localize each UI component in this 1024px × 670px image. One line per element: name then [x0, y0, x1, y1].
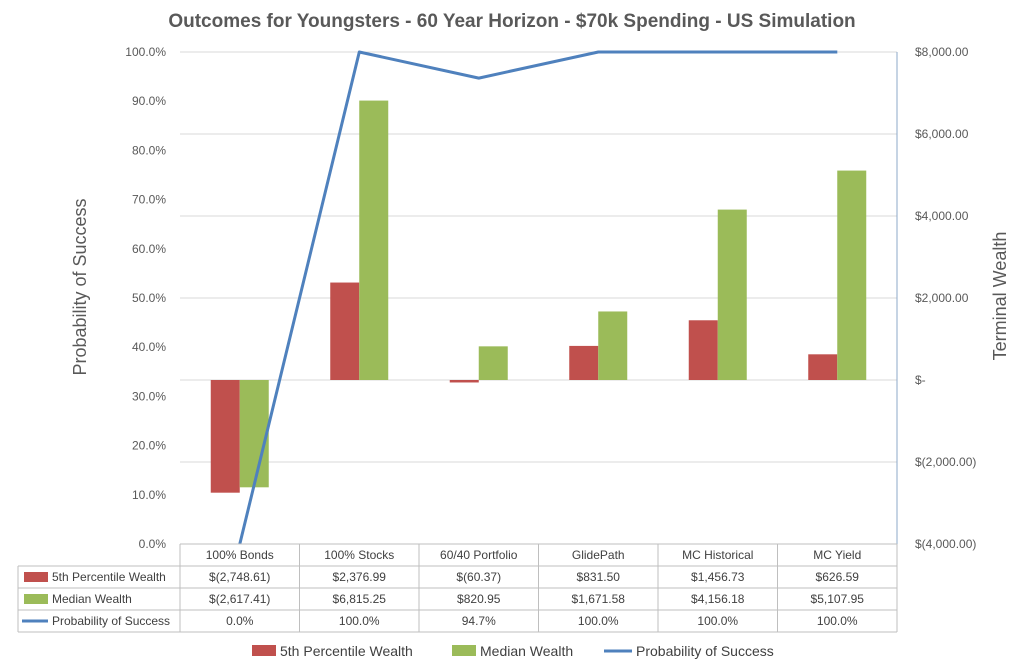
line-series	[238, 50, 838, 545]
table-value: 100.0%	[697, 614, 738, 628]
y2-axis-title: Terminal Wealth	[990, 232, 1010, 361]
y-tick-label: 40.0%	[132, 340, 166, 354]
category-label: 100% Stocks	[324, 548, 394, 562]
success-line	[238, 50, 838, 545]
category-label: 60/40 Portfolio	[440, 548, 518, 562]
y-tick-label: 20.0%	[132, 439, 166, 453]
table-value: $626.59	[816, 570, 860, 584]
y2-tick-label: $6,000.00	[915, 127, 969, 141]
y-tick-label: 0.0%	[139, 537, 167, 551]
gridlines	[180, 51, 897, 545]
bar	[239, 380, 269, 488]
y-tick-label: 70.0%	[132, 193, 166, 207]
y2-tick-label: $(2,000.00)	[915, 455, 976, 469]
bar	[808, 354, 838, 380]
table-value: $4,156.18	[691, 592, 745, 606]
table-value: $2,376.99	[333, 570, 387, 584]
table-value: $1,456.73	[691, 570, 745, 584]
bar	[210, 380, 240, 493]
bar	[330, 282, 360, 380]
bar	[569, 345, 599, 380]
table-value: $6,815.25	[333, 592, 387, 606]
category-label: MC Yield	[813, 548, 861, 562]
legend-swatch	[252, 645, 276, 656]
legend-swatch	[452, 645, 476, 656]
table-value: 94.7%	[462, 614, 496, 628]
category-label: GlidePath	[572, 548, 625, 562]
table-value: 100.0%	[817, 614, 858, 628]
y-tick-label: 60.0%	[132, 242, 166, 256]
bar	[598, 311, 628, 380]
table-value: $(2,748.61)	[209, 570, 270, 584]
y2-tick-label: $4,000.00	[915, 209, 969, 223]
table-key-swatch	[24, 572, 48, 582]
y-tick-label: 80.0%	[132, 143, 166, 157]
legend-label: Median Wealth	[480, 643, 573, 659]
category-label: 100% Bonds	[206, 548, 274, 562]
table-series-name: 5th Percentile Wealth	[52, 570, 166, 584]
table-value: $(60.37)	[456, 570, 501, 584]
table-value: 100.0%	[339, 614, 380, 628]
y2-tick-label: $8,000.00	[915, 45, 969, 59]
table-series-name: Median Wealth	[52, 592, 132, 606]
y2-tick-label: $2,000.00	[915, 291, 969, 305]
table-key-swatch	[24, 594, 48, 604]
chart-title: Outcomes for Youngsters - 60 Year Horizo…	[168, 11, 855, 32]
y-tick-label: 10.0%	[132, 488, 166, 502]
table-value: $(2,617.41)	[209, 592, 270, 606]
table-value: $1,671.58	[572, 592, 626, 606]
y2-tick-label: $-	[915, 373, 926, 387]
y-tick-label: 50.0%	[132, 291, 166, 305]
y2-tick-label: $(4,000.00)	[915, 537, 976, 551]
bar	[359, 100, 389, 380]
data-table: 100% Bonds 100% Stocks 60/40 Portfolio Glid…	[17, 543, 898, 633]
bar	[478, 346, 508, 380]
bar	[449, 380, 479, 383]
table-value: 0.0%	[226, 614, 254, 628]
table-value: 100.0%	[578, 614, 619, 628]
bar	[837, 170, 867, 380]
bar	[688, 320, 718, 380]
table-series-name: Probability of Success	[52, 614, 170, 628]
legend-label: Probability of Success	[636, 643, 774, 659]
category-label: MC Historical	[682, 548, 753, 562]
bars	[210, 100, 867, 493]
legend: 5th Percentile Wealth Median Wealth Probab…	[252, 643, 774, 659]
axes: $(4,000.00) $(2,000.00) $- $2,000.00 $4,000.…	[125, 45, 976, 551]
table-value: $831.50	[577, 570, 621, 584]
y-tick-label: 100.0%	[125, 45, 166, 59]
y-axis-title: Probability of Success	[70, 198, 90, 375]
legend-label: 5th Percentile Wealth	[280, 643, 413, 659]
y-tick-label: 90.0%	[132, 94, 166, 108]
table-value: $5,107.95	[811, 592, 865, 606]
y-tick-label: 30.0%	[132, 389, 166, 403]
table-value: $820.95	[457, 592, 501, 606]
bar	[717, 209, 747, 380]
